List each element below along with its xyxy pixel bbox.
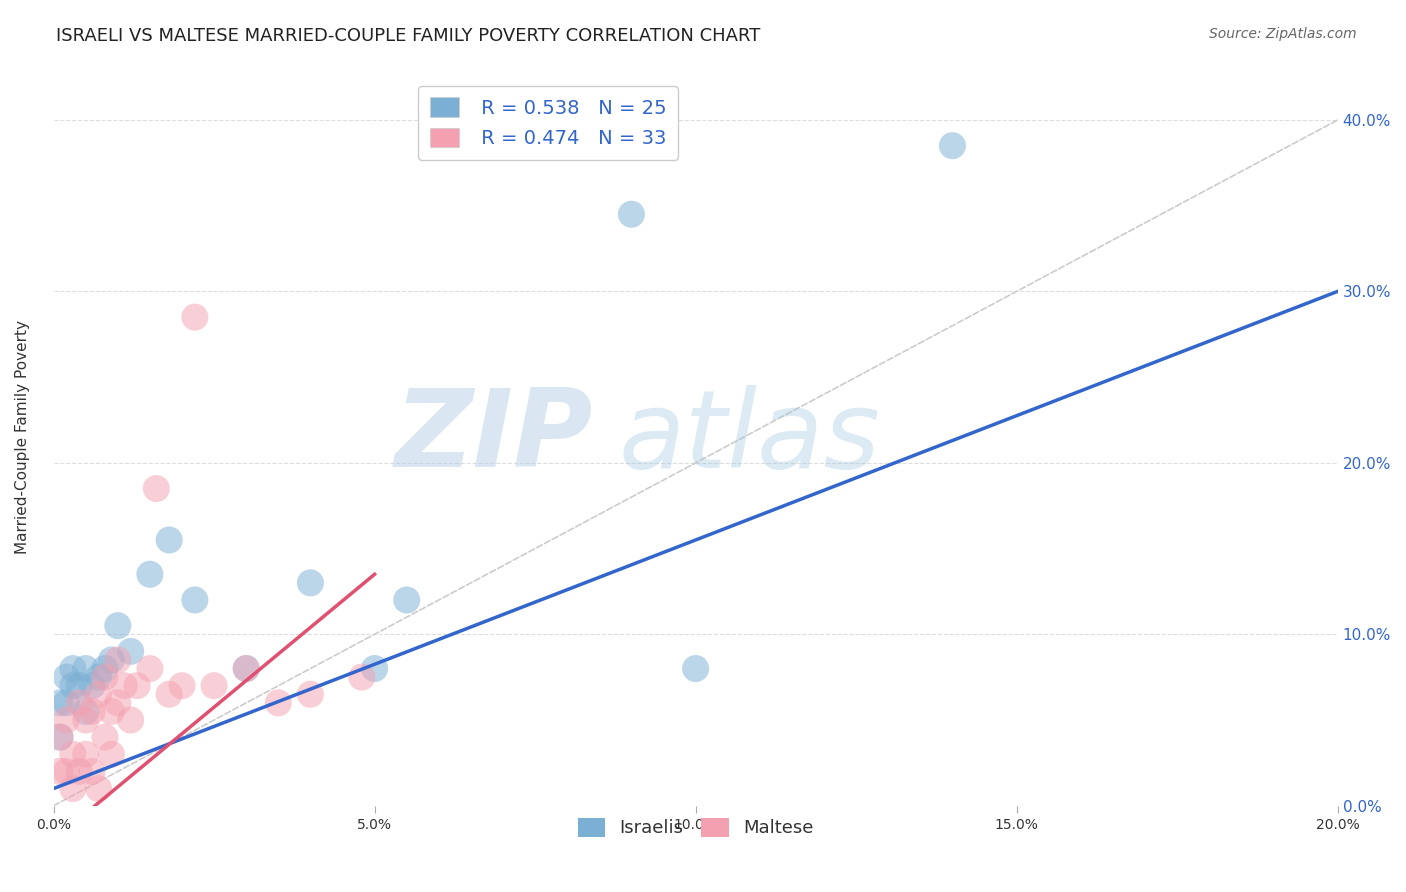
Point <box>267 696 290 710</box>
Text: atlas: atlas <box>619 384 880 490</box>
Point <box>62 661 84 675</box>
Point <box>100 747 122 762</box>
Point <box>75 661 97 675</box>
Point <box>202 679 225 693</box>
Point <box>62 781 84 796</box>
Point <box>55 696 77 710</box>
Point <box>82 679 104 693</box>
Point <box>395 593 418 607</box>
Point <box>55 670 77 684</box>
Point <box>94 661 117 675</box>
Point <box>94 730 117 744</box>
Text: ZIP: ZIP <box>395 384 593 490</box>
Point <box>145 482 167 496</box>
Point <box>62 679 84 693</box>
Point <box>49 764 72 779</box>
Point <box>235 661 257 675</box>
Point <box>67 679 90 693</box>
Point <box>120 713 142 727</box>
Point <box>157 533 180 547</box>
Point <box>107 653 129 667</box>
Point <box>139 567 162 582</box>
Point <box>157 687 180 701</box>
Point <box>75 705 97 719</box>
Point <box>49 696 72 710</box>
Text: Source: ZipAtlas.com: Source: ZipAtlas.com <box>1209 27 1357 41</box>
Point <box>62 747 84 762</box>
Point <box>87 781 110 796</box>
Point <box>49 730 72 744</box>
Point <box>67 764 90 779</box>
Point <box>55 713 77 727</box>
Point <box>299 575 322 590</box>
Legend: Israelis, Maltese: Israelis, Maltese <box>571 811 821 845</box>
Point <box>112 679 135 693</box>
Point <box>94 670 117 684</box>
Point <box>49 730 72 744</box>
Point <box>170 679 193 693</box>
Point <box>685 661 707 675</box>
Point <box>620 207 643 221</box>
Point <box>82 764 104 779</box>
Point <box>941 138 963 153</box>
Point <box>75 747 97 762</box>
Point <box>184 310 207 324</box>
Point <box>87 687 110 701</box>
Point <box>139 661 162 675</box>
Point <box>100 705 122 719</box>
Point <box>107 618 129 632</box>
Point <box>120 644 142 658</box>
Point <box>125 679 148 693</box>
Point <box>100 653 122 667</box>
Point <box>235 661 257 675</box>
Point <box>363 661 385 675</box>
Point <box>87 670 110 684</box>
Y-axis label: Married-Couple Family Poverty: Married-Couple Family Poverty <box>15 320 30 554</box>
Text: ISRAELI VS MALTESE MARRIED-COUPLE FAMILY POVERTY CORRELATION CHART: ISRAELI VS MALTESE MARRIED-COUPLE FAMILY… <box>56 27 761 45</box>
Point <box>107 696 129 710</box>
Point <box>75 713 97 727</box>
Point <box>55 764 77 779</box>
Point <box>67 696 90 710</box>
Point <box>184 593 207 607</box>
Point <box>82 705 104 719</box>
Point <box>350 670 373 684</box>
Point <box>299 687 322 701</box>
